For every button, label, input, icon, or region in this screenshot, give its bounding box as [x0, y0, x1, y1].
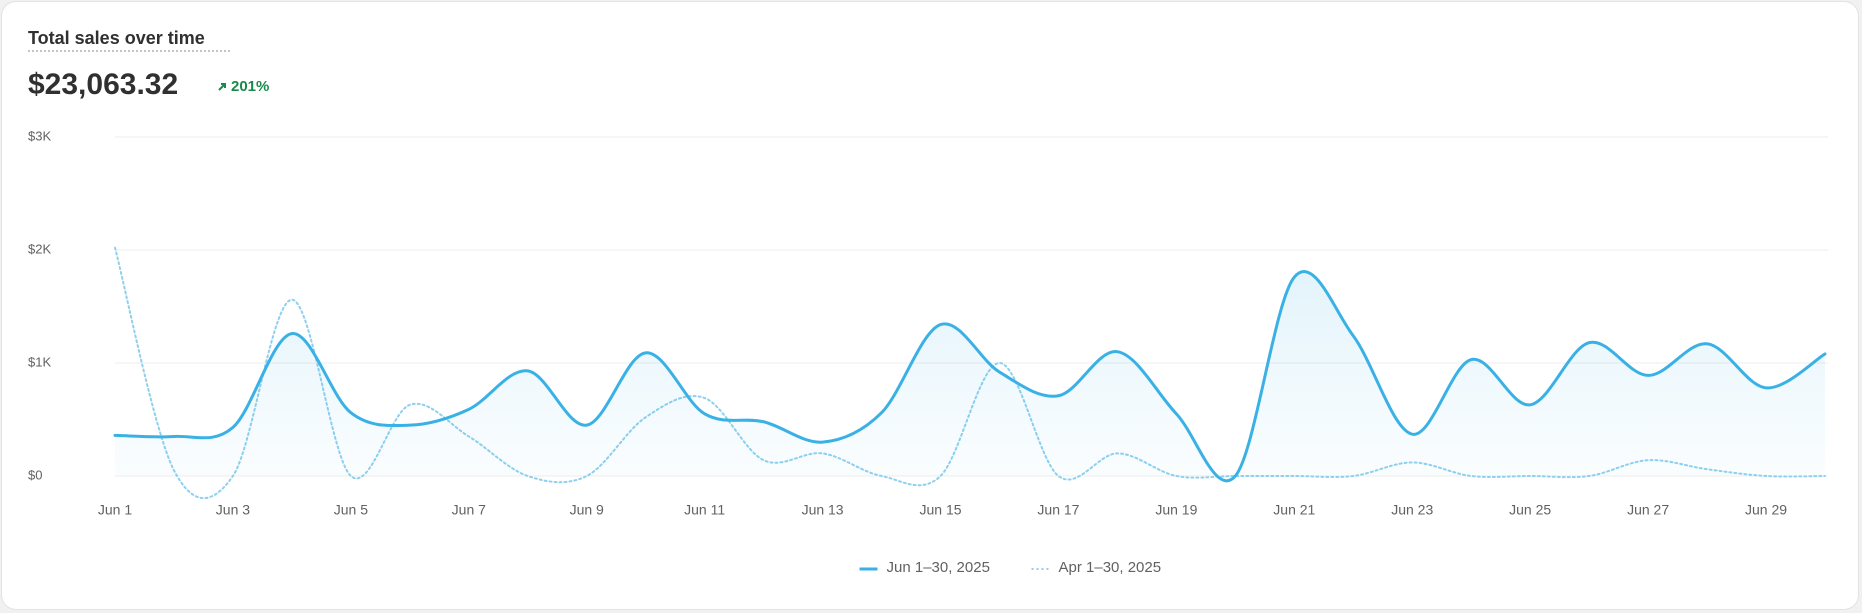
x-tick-label: Jun 27 — [1627, 502, 1669, 518]
x-tick-label: Jun 1 — [98, 502, 132, 518]
x-tick-label: Jun 3 — [216, 502, 250, 518]
x-tick-label: Jun 25 — [1509, 502, 1551, 518]
series-area — [115, 271, 1825, 481]
legend-label: Jun 1–30, 2025 — [887, 559, 990, 576]
total-value: $23,063.32 — [28, 68, 178, 101]
y-tick-label: $0 — [28, 467, 42, 482]
x-tick-label: Jun 9 — [570, 502, 604, 518]
x-tick-label: Jun 11 — [684, 502, 725, 518]
x-tick-label: Jun 17 — [1037, 502, 1079, 518]
x-tick-label: Jun 13 — [802, 502, 844, 518]
x-tick-label: Jun 21 — [1273, 502, 1315, 518]
y-tick-label: $2K — [28, 241, 51, 256]
y-tick-label: $3K — [28, 128, 51, 143]
series-line — [113, 270, 1827, 483]
x-tick-label: Jun 5 — [334, 502, 368, 518]
legend-label: Apr 1–30, 2025 — [1059, 559, 1162, 576]
y-tick-label: $1K — [28, 354, 51, 369]
x-tick-label: Jun 23 — [1391, 502, 1433, 518]
chart-title[interactable]: Total sales over time — [28, 28, 205, 48]
up-arrow-icon — [218, 83, 226, 91]
x-tick-label: Jun 7 — [452, 502, 486, 518]
x-tick-label: Jun 19 — [1155, 502, 1197, 518]
change-value: 201% — [231, 78, 269, 95]
x-tick-label: Jun 29 — [1745, 502, 1787, 518]
x-tick-label: Jun 15 — [919, 502, 961, 518]
